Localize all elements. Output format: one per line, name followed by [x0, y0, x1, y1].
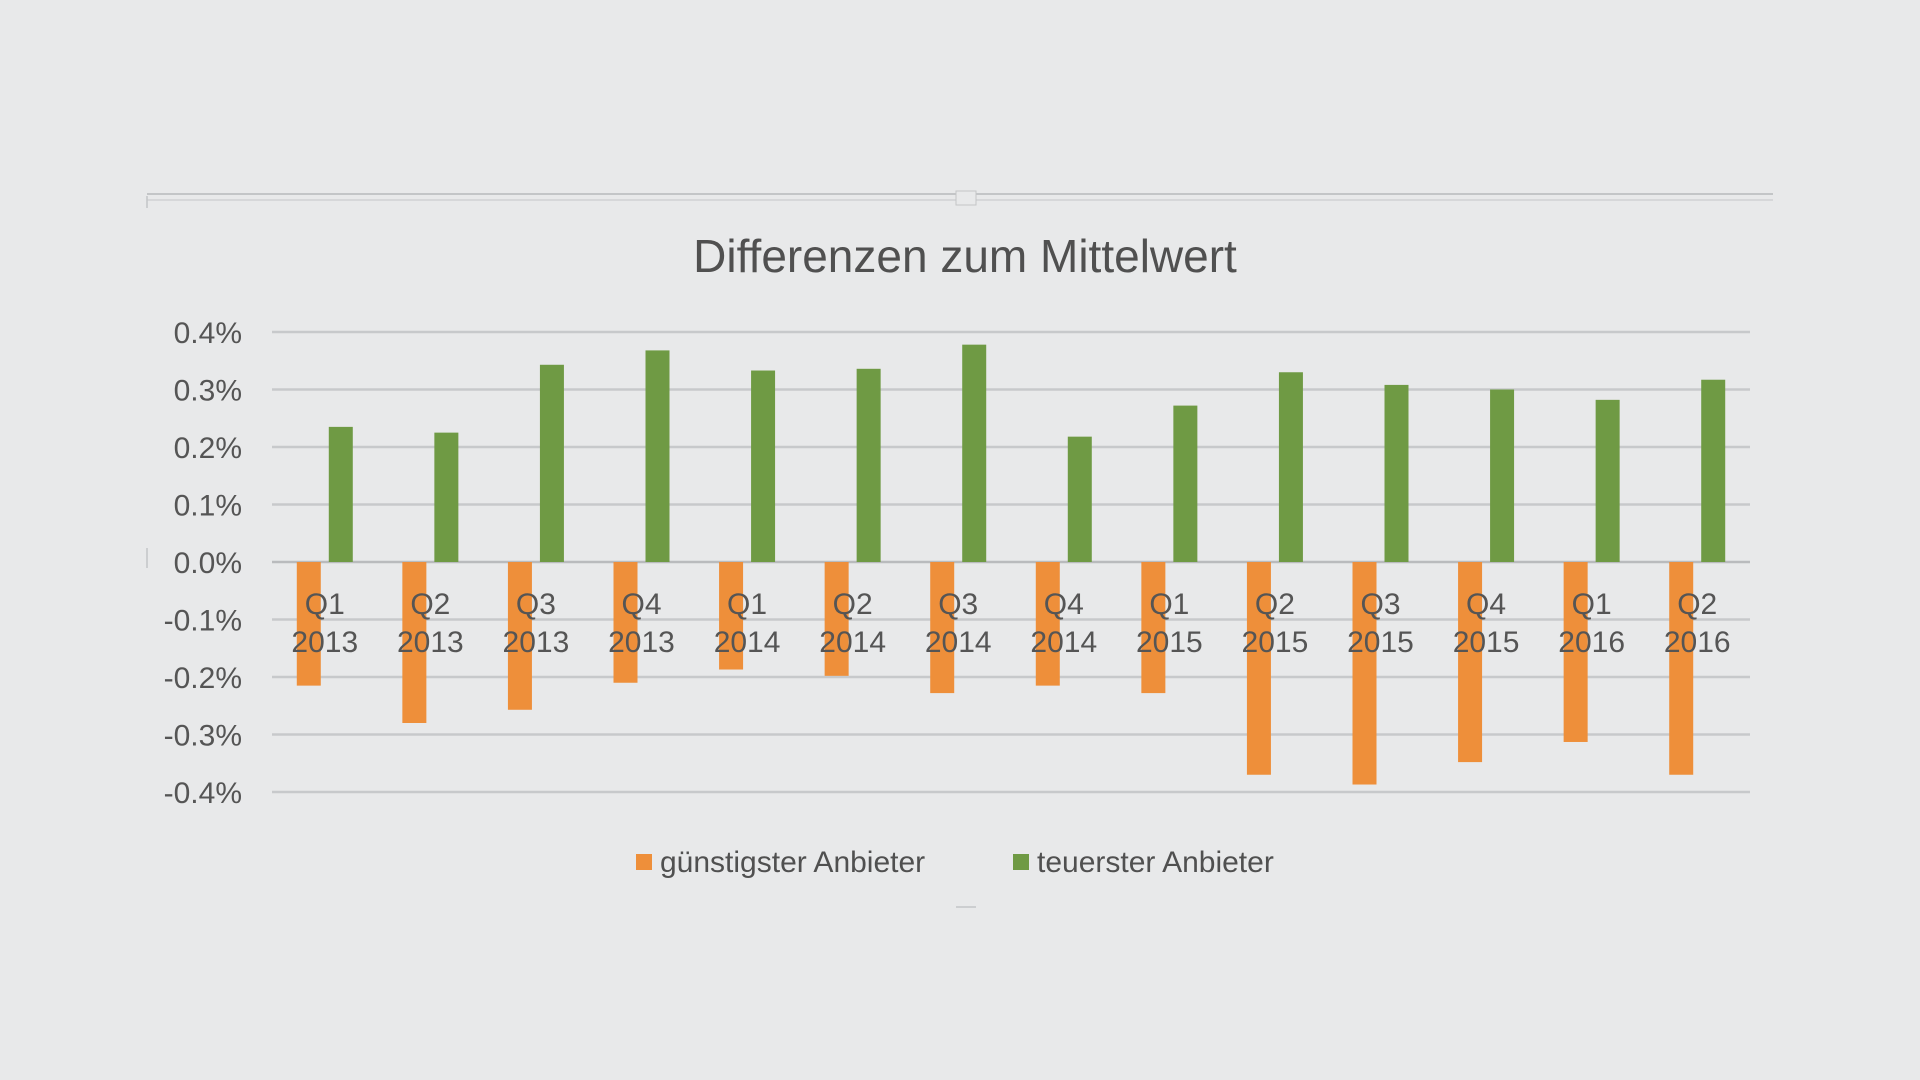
bar-guenstigster	[1035, 562, 1060, 686]
x-tick-year: 2014	[1030, 626, 1097, 659]
bar-teuerster	[1490, 389, 1515, 562]
bar-teuerster	[1701, 379, 1726, 562]
bar-guenstigster	[1563, 562, 1588, 742]
x-tick-quarter: Q3	[516, 588, 556, 621]
bar-teuerster	[1278, 372, 1303, 562]
bar-guenstigster	[402, 562, 427, 723]
legend-swatch-1	[1013, 854, 1029, 870]
bar-teuerster	[434, 432, 459, 562]
legend-label-1: teuerster Anbieter	[1037, 846, 1274, 879]
legend: günstigster Anbieter teuerster Anbieter	[636, 846, 1274, 879]
bar-guenstigster	[296, 562, 321, 686]
bar-teuerster	[962, 344, 987, 562]
x-tick-quarter: Q4	[1466, 588, 1506, 621]
x-tick-quarter: Q1	[727, 588, 767, 621]
y-tick-label: -0.3%	[164, 720, 242, 753]
bar-teuerster	[1595, 399, 1620, 562]
x-tick-quarter: Q2	[1677, 588, 1717, 621]
y-tick-label: 0.3%	[174, 375, 242, 408]
x-tick-year: 2015	[1242, 626, 1309, 659]
x-tick-year: 2014	[714, 626, 781, 659]
x-tick-quarter: Q2	[1255, 588, 1295, 621]
x-tick-year: 2015	[1347, 626, 1414, 659]
y-tick-label: -0.2%	[164, 662, 242, 695]
y-tick-label: -0.1%	[164, 605, 242, 638]
x-tick-year: 2016	[1558, 626, 1625, 659]
bar-teuerster	[645, 350, 670, 562]
x-tick-year: 2013	[397, 626, 464, 659]
x-tick-quarter: Q2	[410, 588, 450, 621]
bar-guenstigster	[1669, 562, 1694, 775]
bar-guenstigster	[507, 562, 532, 710]
bar-guenstigster	[930, 562, 955, 694]
bar-teuerster	[751, 370, 776, 562]
x-tick-quarter: Q3	[938, 588, 978, 621]
y-tick-label: 0.2%	[174, 432, 242, 465]
x-tick-quarter: Q2	[833, 588, 873, 621]
bar-teuerster	[856, 368, 881, 562]
bar-guenstigster	[1246, 562, 1271, 775]
gridlines	[272, 330, 1750, 794]
x-tick-quarter: Q4	[621, 588, 661, 621]
bar-guenstigster	[613, 562, 638, 683]
legend-label-0: günstigster Anbieter	[660, 846, 925, 879]
chart-title: Differenzen zum Mittelwert	[693, 230, 1237, 282]
x-tick-year: 2014	[819, 626, 886, 659]
bar-teuerster	[1384, 384, 1409, 562]
x-tick-year: 2016	[1664, 626, 1731, 659]
bar-guenstigster	[1458, 562, 1483, 763]
bar-guenstigster	[1352, 562, 1377, 785]
bar-guenstigster	[824, 562, 849, 676]
y-tick-label: 0.1%	[174, 490, 242, 523]
x-tick-year: 2015	[1453, 626, 1520, 659]
chart-frame-border	[146, 190, 1773, 908]
bar-guenstigster	[719, 562, 744, 670]
bar-teuerster	[328, 426, 353, 562]
x-tick-year: 2013	[503, 626, 570, 659]
y-axis: 0.4% 0.3% 0.2% 0.1% 0.0% -0.1% -0.2% -0.3% -0.4%	[164, 317, 242, 810]
x-tick-year: 2013	[291, 626, 358, 659]
x-axis: Q1 2013 Q2 2013 Q3 2013 Q4 2013 Q1 2014 Q2 2014 Q3 20…	[291, 588, 1730, 659]
y-tick-label: -0.4%	[164, 777, 242, 810]
y-tick-label: 0.4%	[174, 317, 242, 350]
x-tick-quarter: Q1	[305, 588, 345, 621]
x-tick-quarter: Q1	[1149, 588, 1189, 621]
x-tick-quarter: Q4	[1044, 588, 1084, 621]
bars	[296, 344, 1726, 785]
legend-swatch-0	[636, 854, 652, 870]
y-tick-label: 0.0%	[174, 547, 242, 580]
bar-teuerster	[1173, 405, 1198, 562]
x-tick-year: 2014	[925, 626, 992, 659]
bar-teuerster	[1067, 436, 1092, 562]
x-tick-year: 2013	[608, 626, 675, 659]
x-tick-quarter: Q3	[1360, 588, 1400, 621]
bar-teuerster	[539, 364, 564, 562]
x-tick-quarter: Q1	[1572, 588, 1612, 621]
x-tick-year: 2015	[1136, 626, 1203, 659]
bar-guenstigster	[1141, 562, 1166, 694]
